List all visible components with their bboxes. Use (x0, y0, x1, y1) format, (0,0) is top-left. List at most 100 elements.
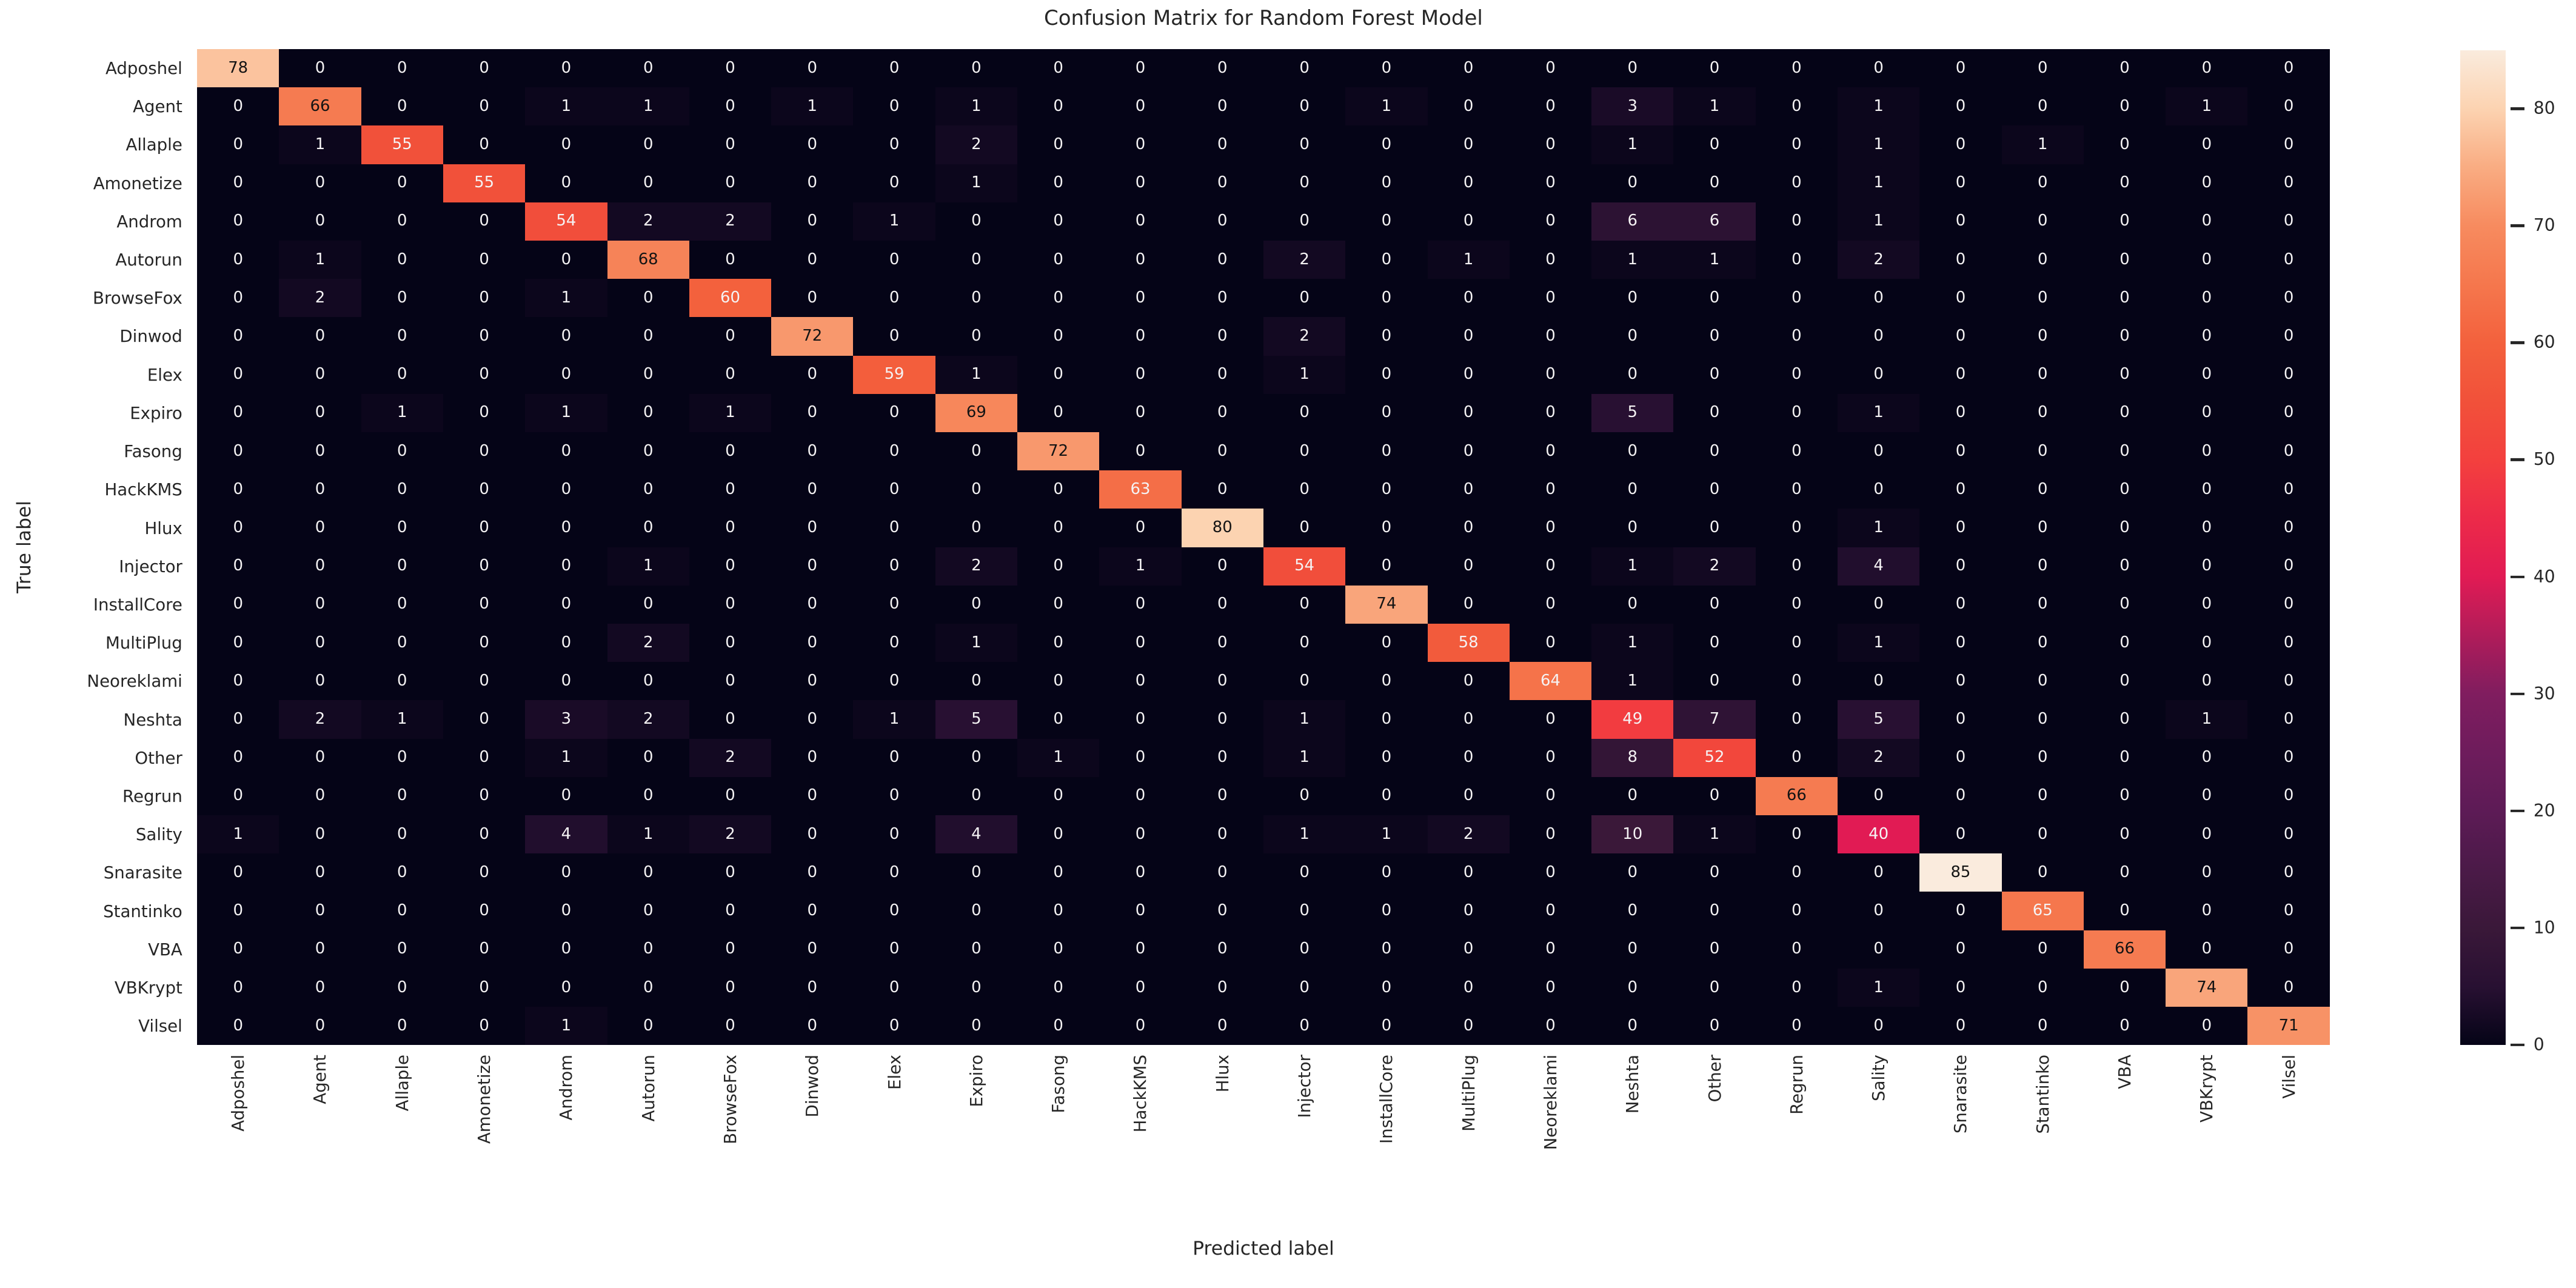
heatmap-cell: 66 (2083, 930, 2166, 969)
heatmap-cell: 2 (689, 202, 772, 241)
heatmap-cell: 1 (1837, 393, 1920, 432)
heatmap-cell: 0 (2001, 1007, 2084, 1046)
heatmap-cell: 0 (1263, 968, 1346, 1007)
heatmap-cell: 1 (1591, 547, 1674, 586)
heatmap-cell: 0 (2166, 662, 2248, 701)
heatmap-cell: 0 (361, 164, 443, 202)
heatmap-cell: 3 (525, 700, 607, 739)
heatmap-cell: 0 (525, 432, 607, 471)
heatmap-cell: 0 (1017, 279, 1100, 318)
heatmap-cell: 0 (1017, 48, 1100, 88)
heatmap-cell: 0 (197, 125, 279, 164)
heatmap-cell: 0 (1427, 662, 1510, 701)
x-tick-label-text: Amonetize (474, 1054, 495, 1144)
heatmap-cell: 0 (361, 470, 443, 509)
heatmap-cell: 0 (935, 432, 1018, 471)
heatmap-cell: 0 (1509, 892, 1592, 930)
heatmap-cell: 0 (1345, 662, 1428, 701)
heatmap-cell: 0 (853, 853, 935, 892)
heatmap-cell: 0 (853, 662, 935, 701)
heatmap-cell: 0 (607, 393, 689, 432)
heatmap-cell: 1 (771, 87, 854, 126)
heatmap-cell: 0 (443, 48, 526, 88)
heatmap-cell: 0 (1837, 355, 1920, 394)
heatmap-cell: 0 (1837, 585, 1920, 624)
heatmap-cell: 0 (2166, 317, 2248, 356)
x-tick-label-text: HackKMS (1130, 1054, 1151, 1132)
x-tick-label-text: Hlux (1212, 1054, 1233, 1092)
heatmap-cell: 74 (2166, 968, 2248, 1007)
heatmap-cell: 0 (1017, 202, 1100, 241)
heatmap-cell: 0 (1345, 164, 1428, 202)
heatmap-cell: 0 (1755, 853, 1838, 892)
heatmap-cell: 0 (2083, 547, 2166, 586)
heatmap-cell: 0 (1345, 509, 1428, 547)
heatmap-cell: 0 (1099, 1007, 1182, 1046)
x-tick-label-text: Vilsel (2278, 1054, 2299, 1099)
heatmap-cell: 0 (443, 317, 526, 356)
colorbar (2460, 50, 2506, 1045)
heatmap-cell: 0 (2247, 547, 2330, 586)
heatmap-cell: 0 (2247, 624, 2330, 662)
heatmap-cell: 0 (607, 509, 689, 547)
heatmap-cell: 0 (1017, 317, 1100, 356)
heatmap-cell: 0 (361, 930, 443, 969)
x-tick-label: Other (1673, 1055, 1755, 1261)
heatmap-cell: 0 (525, 585, 607, 624)
heatmap-cell: 0 (361, 738, 443, 777)
heatmap-cell: 0 (197, 509, 279, 547)
heatmap-cell: 0 (935, 738, 1018, 777)
heatmap-cell: 1 (525, 738, 607, 777)
heatmap-cell: 0 (1837, 662, 1920, 701)
heatmap-cell: 0 (771, 1007, 854, 1046)
heatmap-cell: 0 (1017, 164, 1100, 202)
heatmap-cell: 0 (1509, 393, 1592, 432)
x-tick-label-text: Stantinko (2032, 1054, 2053, 1134)
heatmap-cell: 0 (1181, 624, 1263, 662)
heatmap-cell: 0 (689, 87, 772, 126)
heatmap-cell: 0 (1427, 968, 1510, 1007)
heatmap-cell: 0 (197, 853, 279, 892)
heatmap-cell: 0 (197, 393, 279, 432)
x-tick-label: VBA (2084, 1055, 2166, 1261)
x-tick-label: Stantinko (2002, 1055, 2084, 1261)
heatmap-cell: 0 (1919, 279, 2002, 318)
heatmap-cell: 0 (361, 317, 443, 356)
colorbar-tick-label: 0 (2533, 1034, 2544, 1055)
heatmap-cell: 2 (1427, 815, 1510, 854)
heatmap-cell: 1 (1837, 125, 1920, 164)
heatmap-cell: 10 (1591, 815, 1674, 854)
heatmap-cell: 1 (935, 355, 1018, 394)
heatmap-cell: 0 (1099, 815, 1182, 854)
heatmap-cell: 0 (1427, 87, 1510, 126)
heatmap-cell: 0 (2083, 125, 2166, 164)
heatmap-cell: 0 (1591, 853, 1674, 892)
heatmap-cell: 0 (443, 202, 526, 241)
heatmap-cell: 0 (2083, 815, 2166, 854)
heatmap-cell: 1 (1263, 355, 1346, 394)
heatmap-cell: 1 (1837, 164, 1920, 202)
heatmap-cell: 0 (1591, 432, 1674, 471)
heatmap-cell: 6 (1591, 202, 1674, 241)
heatmap-cell: 0 (1673, 470, 1756, 509)
heatmap-cell: 0 (1427, 776, 1510, 816)
heatmap-cell: 0 (361, 87, 443, 126)
x-tick-label: Elex (853, 1055, 935, 1261)
heatmap-cell: 0 (1345, 892, 1428, 930)
heatmap-cell: 0 (361, 776, 443, 816)
heatmap-cell: 72 (771, 317, 854, 356)
heatmap-cell: 0 (2083, 164, 2166, 202)
heatmap-cell: 2 (689, 738, 772, 777)
x-tick-label: Vilsel (2247, 1055, 2329, 1261)
heatmap-cell: 0 (1755, 662, 1838, 701)
heatmap-cell: 0 (1673, 509, 1756, 547)
x-tick-label: Neshta (1591, 1055, 1673, 1261)
heatmap-cell: 0 (2001, 393, 2084, 432)
heatmap-cell: 0 (853, 317, 935, 356)
heatmap-cell: 0 (2001, 317, 2084, 356)
heatmap-cell: 0 (1673, 393, 1756, 432)
heatmap-cell: 0 (361, 968, 443, 1007)
heatmap-cell: 0 (1591, 164, 1674, 202)
heatmap-cell: 0 (935, 48, 1018, 88)
x-tick-label-text: MultiPlug (1458, 1054, 1479, 1132)
